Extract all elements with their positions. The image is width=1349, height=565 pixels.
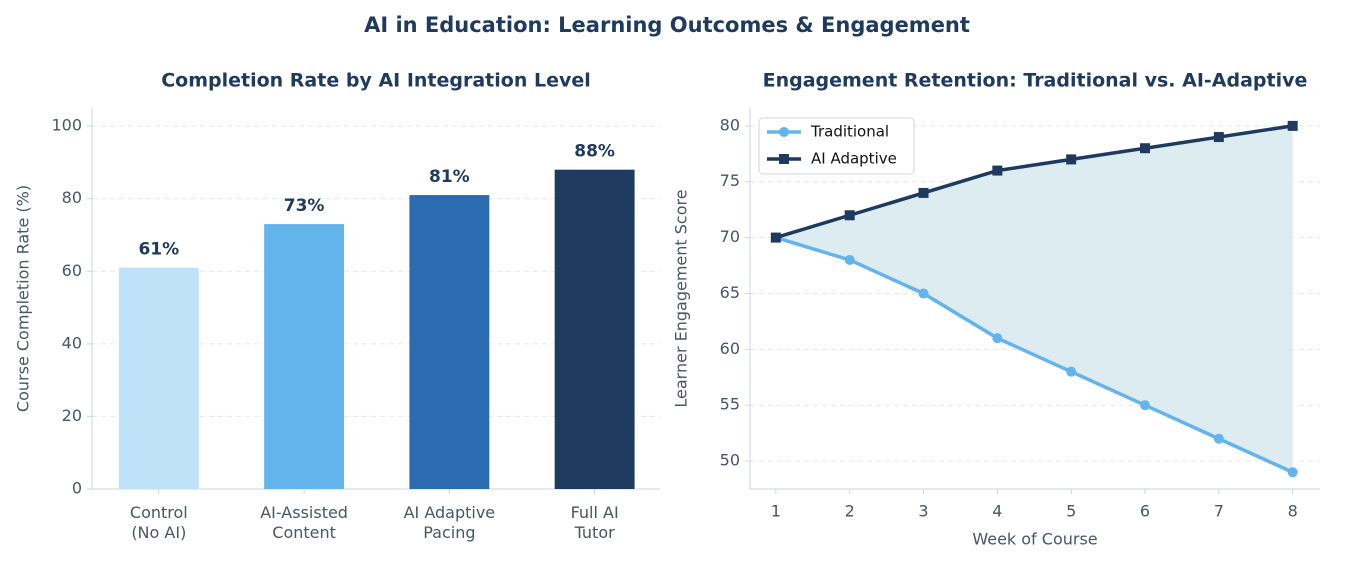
value-label: 73% <box>284 196 325 216</box>
x-axis-label: Week of Course <box>972 530 1097 549</box>
x-tick-label: 6 <box>1140 502 1150 521</box>
chart-title: Completion Rate by AI Integration Level <box>161 70 591 92</box>
point <box>1140 400 1151 411</box>
y-tick-label: 80 <box>62 188 82 207</box>
legend-label: Traditional <box>810 123 889 141</box>
y-tick-label: 55 <box>720 395 740 414</box>
y-tick-label: 60 <box>720 339 740 358</box>
legend-marker <box>779 154 789 164</box>
x-tick-label: AI Adaptive Pacing <box>404 503 496 542</box>
bar <box>264 224 345 489</box>
y-tick-label: 60 <box>62 261 82 280</box>
y-tick-label: 0 <box>72 479 82 498</box>
y-tick-label: 65 <box>720 283 740 302</box>
point <box>1066 154 1077 165</box>
figure-title: AI in Education: Learning Outcomes & Eng… <box>364 13 970 37</box>
bar <box>118 267 199 489</box>
bar <box>409 195 490 490</box>
y-tick-label: 80 <box>720 115 740 134</box>
y-tick-label: 50 <box>720 451 740 470</box>
point <box>1213 433 1224 444</box>
point <box>918 288 929 299</box>
x-tick-label: Control (No AI) <box>130 503 188 542</box>
x-tick-label: 2 <box>845 502 855 521</box>
point <box>1287 120 1298 131</box>
y-tick-label: 40 <box>62 333 82 352</box>
value-label: 61% <box>138 240 179 260</box>
x-tick-label: 3 <box>918 502 928 521</box>
x-tick-label: 7 <box>1214 502 1224 521</box>
point <box>770 232 781 243</box>
y-axis-label: Learner Engagement Score <box>672 189 691 407</box>
x-tick-label: 8 <box>1288 502 1298 521</box>
x-tick-label: 4 <box>992 502 1002 521</box>
point <box>844 254 855 265</box>
value-label: 88% <box>574 142 615 162</box>
line <box>775 235 1294 474</box>
x-tick-label: Full AI Tutor <box>571 503 619 542</box>
area-between <box>775 125 1293 473</box>
point <box>844 210 855 221</box>
chart-title: Engagement Retention: Traditional vs. AI… <box>763 70 1308 92</box>
y-tick-label: 100 <box>51 116 82 135</box>
y-tick-label: 75 <box>720 171 740 190</box>
line <box>775 124 1293 240</box>
point <box>992 333 1003 344</box>
y-axis-label: Course Completion Rate (%) <box>14 185 33 412</box>
x-tick-label: 1 <box>771 502 781 521</box>
value-label: 81% <box>429 167 470 187</box>
bar <box>554 169 635 489</box>
point <box>1066 366 1077 377</box>
point <box>1140 143 1151 154</box>
y-tick-label: 20 <box>62 406 82 425</box>
y-tick-label: 70 <box>720 227 740 246</box>
x-tick-label: AI-Assisted Content <box>260 503 348 542</box>
legend-label: AI Adaptive <box>811 150 897 168</box>
legend-marker <box>779 127 789 137</box>
point <box>1287 467 1298 478</box>
point <box>918 187 929 198</box>
point <box>1213 132 1224 143</box>
point <box>992 165 1003 176</box>
x-tick-label: 5 <box>1066 502 1076 521</box>
